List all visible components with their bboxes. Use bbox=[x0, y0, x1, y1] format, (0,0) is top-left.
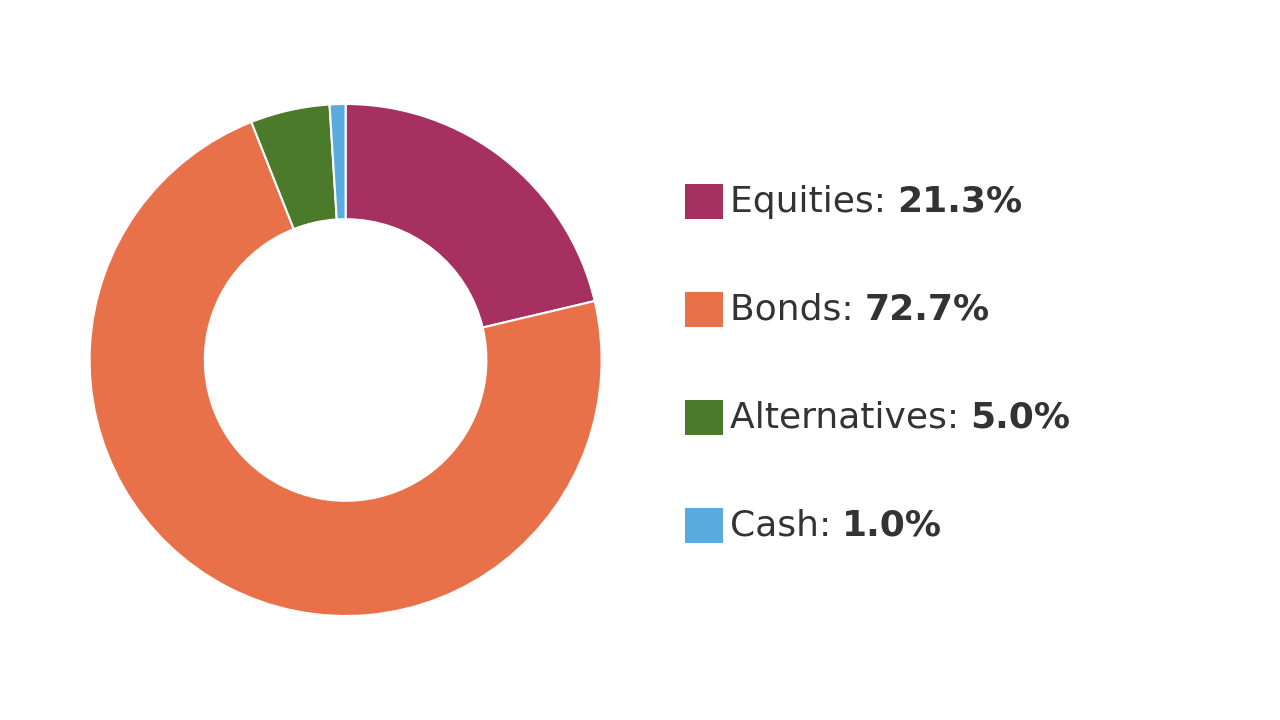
Text: 21.3%: 21.3% bbox=[897, 184, 1023, 219]
Text: 5.0%: 5.0% bbox=[970, 400, 1070, 435]
Text: 1.0%: 1.0% bbox=[842, 508, 942, 543]
Wedge shape bbox=[329, 104, 346, 220]
Wedge shape bbox=[251, 104, 337, 229]
Text: Cash:: Cash: bbox=[730, 508, 842, 543]
Text: 72.7%: 72.7% bbox=[865, 292, 989, 327]
Text: Equities:: Equities: bbox=[730, 184, 897, 219]
Text: Bonds:: Bonds: bbox=[730, 292, 865, 327]
Text: Alternatives:: Alternatives: bbox=[730, 400, 970, 435]
Wedge shape bbox=[90, 122, 602, 616]
Wedge shape bbox=[346, 104, 595, 328]
